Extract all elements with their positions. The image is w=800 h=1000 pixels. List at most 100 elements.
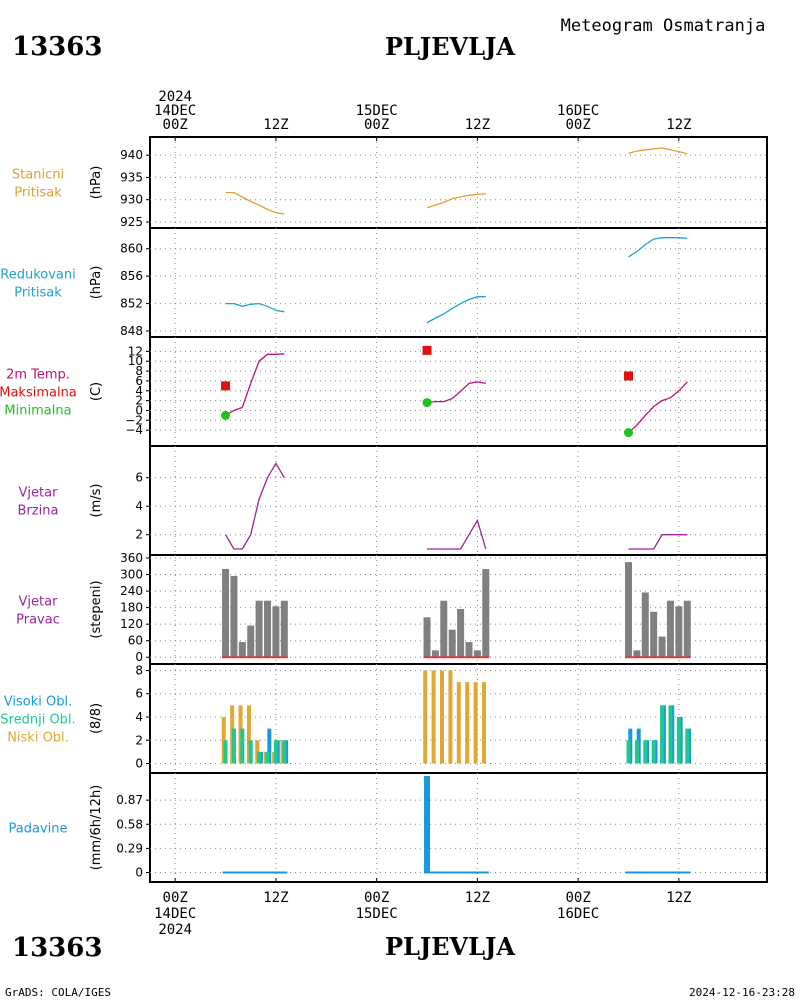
time-label-bottom: 16DEC (557, 906, 599, 922)
cloud-bar (685, 728, 690, 764)
y-tick-label: 856 (120, 269, 143, 283)
data-bar (633, 650, 641, 658)
y-axis-unit: (m/s) (89, 484, 104, 518)
y-tick-label: 6 (135, 471, 143, 485)
min-temp-marker (623, 428, 633, 438)
time-label-top: 00Z (565, 117, 590, 133)
y-axis-unit: (mm/6h/12h) (89, 785, 104, 871)
y-axis-unit: (8/8) (89, 703, 104, 734)
y-tick-label: 240 (120, 584, 143, 598)
y-tick-label: 120 (120, 617, 143, 631)
y-tick-label: 6 (135, 687, 143, 701)
cloud-bar (448, 670, 453, 764)
cloud-bar (431, 670, 436, 764)
time-label-top: 16DEC (557, 103, 599, 119)
y-tick-label: 848 (120, 324, 143, 338)
y-tick-label: 2 (135, 733, 143, 747)
time-label-top: 12Z (666, 117, 691, 133)
min-temp-marker (422, 398, 432, 408)
data-bar (431, 650, 439, 658)
y-tick-label: 360 (120, 551, 143, 565)
y-tick-label: 6 (135, 374, 143, 388)
cloud-bar (257, 751, 262, 764)
data-bar (457, 609, 465, 658)
time-label-top: 2024 (158, 89, 192, 105)
time-label-bottom: 14DEC (154, 906, 196, 922)
data-bar (222, 569, 230, 658)
y-tick-label: 8 (135, 364, 143, 378)
product-title: Meteogram Osmatranja (561, 16, 766, 36)
cloud-bar (265, 751, 270, 764)
data-bar (423, 617, 431, 658)
max-temp-marker (623, 371, 633, 381)
time-label-bottom: 00Z (565, 890, 590, 906)
panel-label: Minimalna (4, 404, 71, 419)
series-line (225, 353, 285, 416)
y-tick-label: 60 (128, 634, 143, 648)
panel-label: Maksimalna (0, 386, 77, 401)
y-tick-label: 4 (135, 710, 143, 724)
data-bar (650, 611, 658, 658)
series-line (628, 147, 688, 155)
cloud-bar (423, 670, 428, 764)
y-tick-label: 925 (120, 215, 143, 229)
cloud-bar (626, 740, 631, 764)
y-axis-unit: (hPa) (89, 166, 104, 200)
y-tick-label: 180 (120, 601, 143, 615)
y-tick-label: 2 (135, 394, 143, 408)
y-tick-label: 0 (135, 650, 143, 664)
y-tick-label: −4 (125, 423, 143, 437)
time-label-bottom: 2024 (158, 922, 192, 938)
data-bar (272, 606, 280, 658)
min-temp-marker (221, 410, 231, 420)
cloud-bar (231, 728, 236, 764)
cloud-bar (634, 740, 639, 764)
footer-software: GrADS: COLA/IGES (5, 986, 111, 999)
cloud-bar (223, 740, 228, 764)
station-id-top: 13363 (12, 32, 102, 62)
time-label-top: 14DEC (154, 103, 196, 119)
panel-label: Pravac (16, 613, 60, 628)
y-tick-label: 930 (120, 193, 143, 207)
y-tick-label: 0.29 (116, 841, 143, 855)
panel-label: Srednji Obl. (0, 713, 75, 728)
cloud-bar (456, 682, 461, 764)
panel-frame (149, 772, 768, 883)
y-tick-label: 10 (128, 354, 143, 368)
y-tick-label: 0.87 (116, 793, 143, 807)
station-id-bottom: 13363 (12, 933, 102, 963)
time-label-bottom: 12Z (465, 890, 490, 906)
panel-reduced_pressure: 848 852 856 860 (hPa) Redukovani Pritisak (0, 227, 768, 338)
data-bar (280, 600, 288, 658)
data-bar (666, 600, 674, 658)
panel-wind_direction: 0 60 120 180 240 300 360 (stepeni) Vjetar Pravac (16, 551, 768, 665)
data-bar (658, 636, 666, 658)
station-name-bottom: PLJEVLJA (385, 932, 515, 961)
y-tick-label: 0 (135, 866, 143, 880)
panel-label: Vjetar (19, 486, 59, 501)
data-bar (675, 606, 683, 658)
data-bar (255, 600, 263, 658)
series-line (225, 191, 285, 215)
time-label-top: 12Z (263, 117, 288, 133)
panel-station_pressure: 925 930 935 940 (hPa) Stanicni Pritisak (12, 136, 768, 229)
panel-wind_speed: 2 4 6 (m/s) Vjetar Brzina (18, 445, 768, 556)
data-bar (264, 600, 272, 658)
cloud-bar (248, 740, 253, 764)
series-line (426, 296, 486, 324)
y-axis-unit: (stepeni) (89, 580, 104, 638)
cloud-bar (660, 705, 665, 764)
panel-frame (149, 336, 768, 447)
data-bar (238, 642, 246, 658)
panel-label: Pritisak (14, 286, 62, 301)
time-label-top: 15DEC (356, 103, 398, 119)
y-tick-label: 4 (135, 499, 143, 513)
data-bar (424, 776, 431, 873)
panel-label: Brzina (18, 504, 59, 519)
panel-cloud_cover: 0 2 4 6 8 (8/8) Visoki Obl. Srednji Obl. Niski O… (0, 663, 768, 774)
cloud-bar (267, 728, 272, 764)
time-label-bottom: 00Z (163, 890, 188, 906)
max-temp-marker (422, 345, 432, 355)
